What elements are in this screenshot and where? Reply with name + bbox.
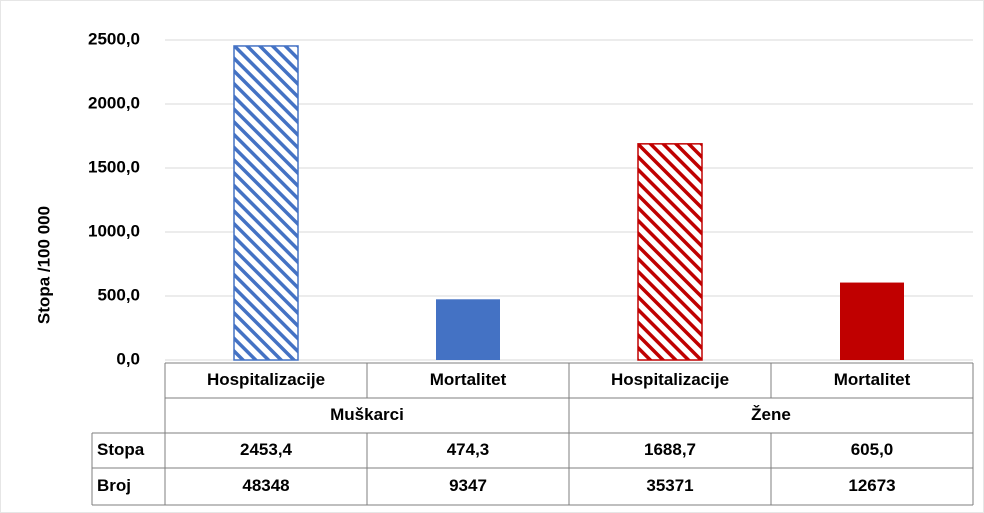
group-label: Žene	[751, 405, 791, 424]
x-tick-label: Mortalitet	[430, 370, 507, 389]
count-label: 9347	[449, 476, 487, 495]
table-row-header: Broj	[97, 476, 131, 495]
value-label: 1688,7	[644, 440, 696, 459]
y-tick-label: 500,0	[97, 285, 140, 304]
y-tick-label: 1000,0	[88, 221, 140, 240]
y-tick-label: 2500,0	[88, 29, 140, 48]
y-tick-label: 1500,0	[88, 157, 140, 176]
count-label: 35371	[646, 476, 693, 495]
y-tick-label: 0,0	[116, 349, 140, 368]
bar	[840, 282, 904, 360]
bar	[637, 143, 703, 361]
value-label: 474,3	[447, 440, 490, 459]
group-label: Muškarci	[330, 405, 404, 424]
x-tick-label: Mortalitet	[834, 370, 911, 389]
bar	[436, 299, 500, 360]
count-label: 48348	[242, 476, 289, 495]
count-label: 12673	[848, 476, 895, 495]
value-label: 605,0	[851, 440, 894, 459]
x-tick-label: Hospitalizacije	[611, 370, 729, 389]
value-label: 2453,4	[240, 440, 293, 459]
bar	[233, 45, 299, 361]
x-tick-label: Hospitalizacije	[207, 370, 325, 389]
table-row-header: Stopa	[97, 440, 145, 459]
y-tick-label: 2000,0	[88, 93, 140, 112]
y-axis-label: Stopa /100 000	[34, 206, 53, 324]
